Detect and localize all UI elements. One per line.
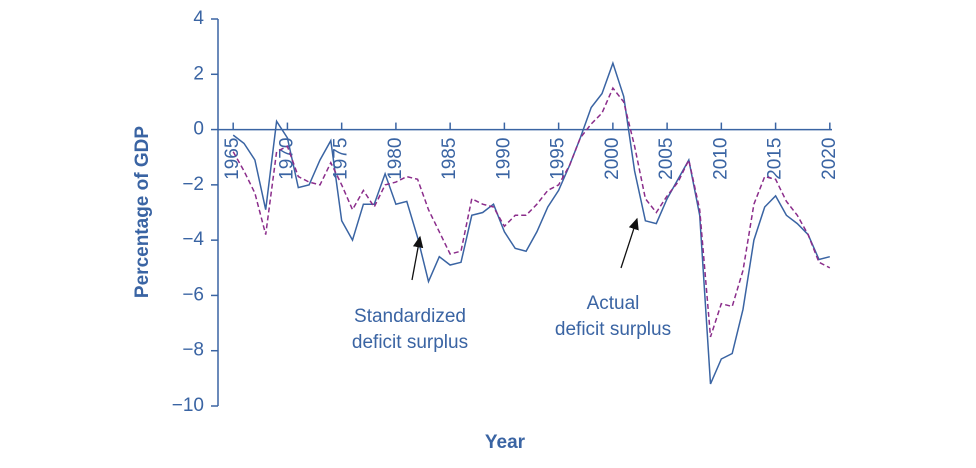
y-tick-label: −2	[182, 174, 204, 195]
x-tick-label: 1990	[493, 138, 514, 180]
y-tick-label: 0	[193, 119, 204, 140]
series-line	[232, 86, 831, 338]
annotation-text: Actual	[587, 293, 640, 314]
annotation-text: Standardized	[354, 306, 466, 327]
y-tick-label: −6	[182, 284, 204, 305]
annotation-arrow	[411, 235, 424, 281]
annotation-arrow	[620, 217, 639, 269]
annotation-text: deficit surplus	[555, 319, 671, 340]
annotation-text: deficit surplus	[352, 332, 468, 353]
x-tick-label: 1970	[276, 138, 297, 180]
y-tick-label: −4	[182, 229, 204, 250]
series-line	[232, 60, 830, 385]
x-tick-label: 1975	[331, 138, 352, 180]
x-tick-label: 1965	[222, 138, 243, 180]
y-tick-label: 4	[193, 8, 204, 29]
x-tick-label: 2000	[602, 138, 623, 180]
x-tick-label: 1985	[439, 138, 460, 180]
x-tick-label: 2020	[819, 138, 840, 180]
y-axis-label: Percentage of GDP	[132, 126, 153, 298]
x-tick-label: 2010	[710, 138, 731, 180]
y-tick-label: −8	[182, 340, 204, 361]
x-axis-label: Year	[485, 432, 526, 453]
y-tick-label: 2	[193, 63, 204, 84]
x-tick-label: 1980	[385, 138, 406, 180]
x-tick-label: 1995	[548, 138, 569, 180]
y-tick-label: −10	[172, 395, 204, 416]
x-tick-label: 2005	[656, 138, 677, 180]
x-tick-label: 2015	[765, 138, 786, 180]
